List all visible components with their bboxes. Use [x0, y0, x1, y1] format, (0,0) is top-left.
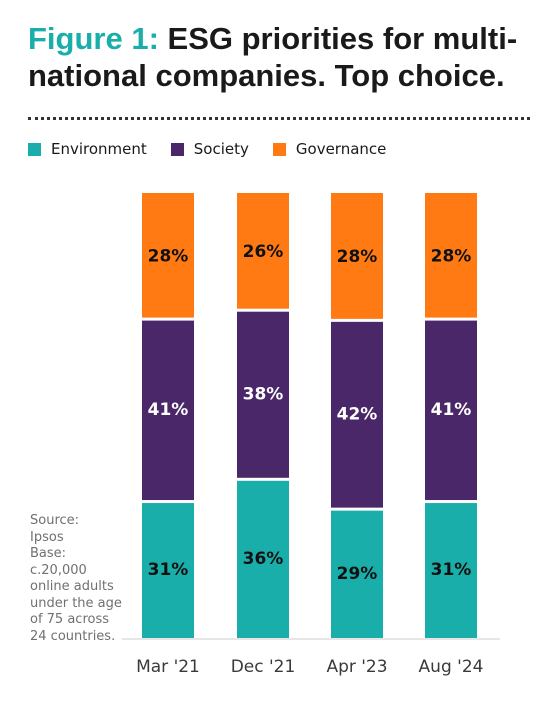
data-label-environment-3: 29%: [337, 564, 378, 584]
legend-label-society: Society: [193, 140, 249, 158]
data-label-society-4: 41%: [431, 400, 472, 420]
data-label-governance-2: 26%: [243, 242, 284, 262]
source-note: Source: Ipsos Base: c.20,000 online adul…: [30, 513, 122, 645]
bar-environment-3: [331, 510, 383, 638]
legend-label-governance: Governance: [295, 140, 387, 158]
chart-title: Figure 1: ESG priorities for multi-natio…: [28, 20, 538, 94]
title-divider: [28, 117, 530, 120]
data-label-governance-4: 28%: [431, 246, 472, 266]
bar-governance-4: [425, 193, 477, 318]
chart-legend: Environment Society Governance: [28, 140, 386, 158]
bar-governance-1: [142, 193, 194, 318]
legend-swatch-governance: [272, 142, 286, 156]
data-label-society-2: 38%: [243, 384, 284, 404]
data-label-society-1: 41%: [148, 400, 189, 420]
legend-swatch-environment: [28, 142, 41, 156]
data-label-environment-1: 31%: [148, 560, 189, 580]
x-tick-label-2: Dec '21: [231, 657, 296, 677]
legend-swatch-society: [170, 142, 184, 156]
bar-society-1: [142, 320, 194, 501]
x-tick-label-1: Mar '21: [136, 657, 200, 677]
source-name: Ipsos: [30, 529, 64, 545]
legend-label-environment: Environment: [51, 140, 147, 158]
x-tick-label-3: Apr '23: [326, 657, 387, 677]
data-label-environment-2: 36%: [243, 549, 284, 569]
bar-environment-2: [237, 480, 289, 638]
source-label: Source:: [30, 513, 80, 528]
data-label-governance-1: 28%: [148, 246, 189, 266]
legend-item-environment: Environment: [28, 140, 147, 158]
bar-environment-1: [142, 503, 194, 638]
bar-environment-4: [425, 503, 477, 638]
figure-number: Figure 1:: [28, 21, 159, 56]
data-label-society-3: 42%: [337, 404, 378, 424]
data-label-environment-4: 31%: [431, 560, 472, 580]
bar-governance-3: [331, 193, 383, 319]
x-tick-label-4: Aug '24: [419, 657, 484, 677]
bar-society-2: [237, 311, 289, 478]
legend-item-governance: Governance: [272, 140, 387, 158]
bar-society-4: [425, 320, 477, 501]
figure-title: ESG priorities for multi-national compan…: [28, 21, 518, 93]
base-text: c.20,000 online adults under the age of …: [30, 562, 122, 644]
base-label: Base:: [30, 546, 67, 561]
data-label-governance-3: 28%: [337, 247, 378, 267]
legend-item-society: Society: [170, 140, 249, 158]
bar-governance-2: [237, 193, 289, 309]
bar-society-3: [331, 321, 383, 508]
